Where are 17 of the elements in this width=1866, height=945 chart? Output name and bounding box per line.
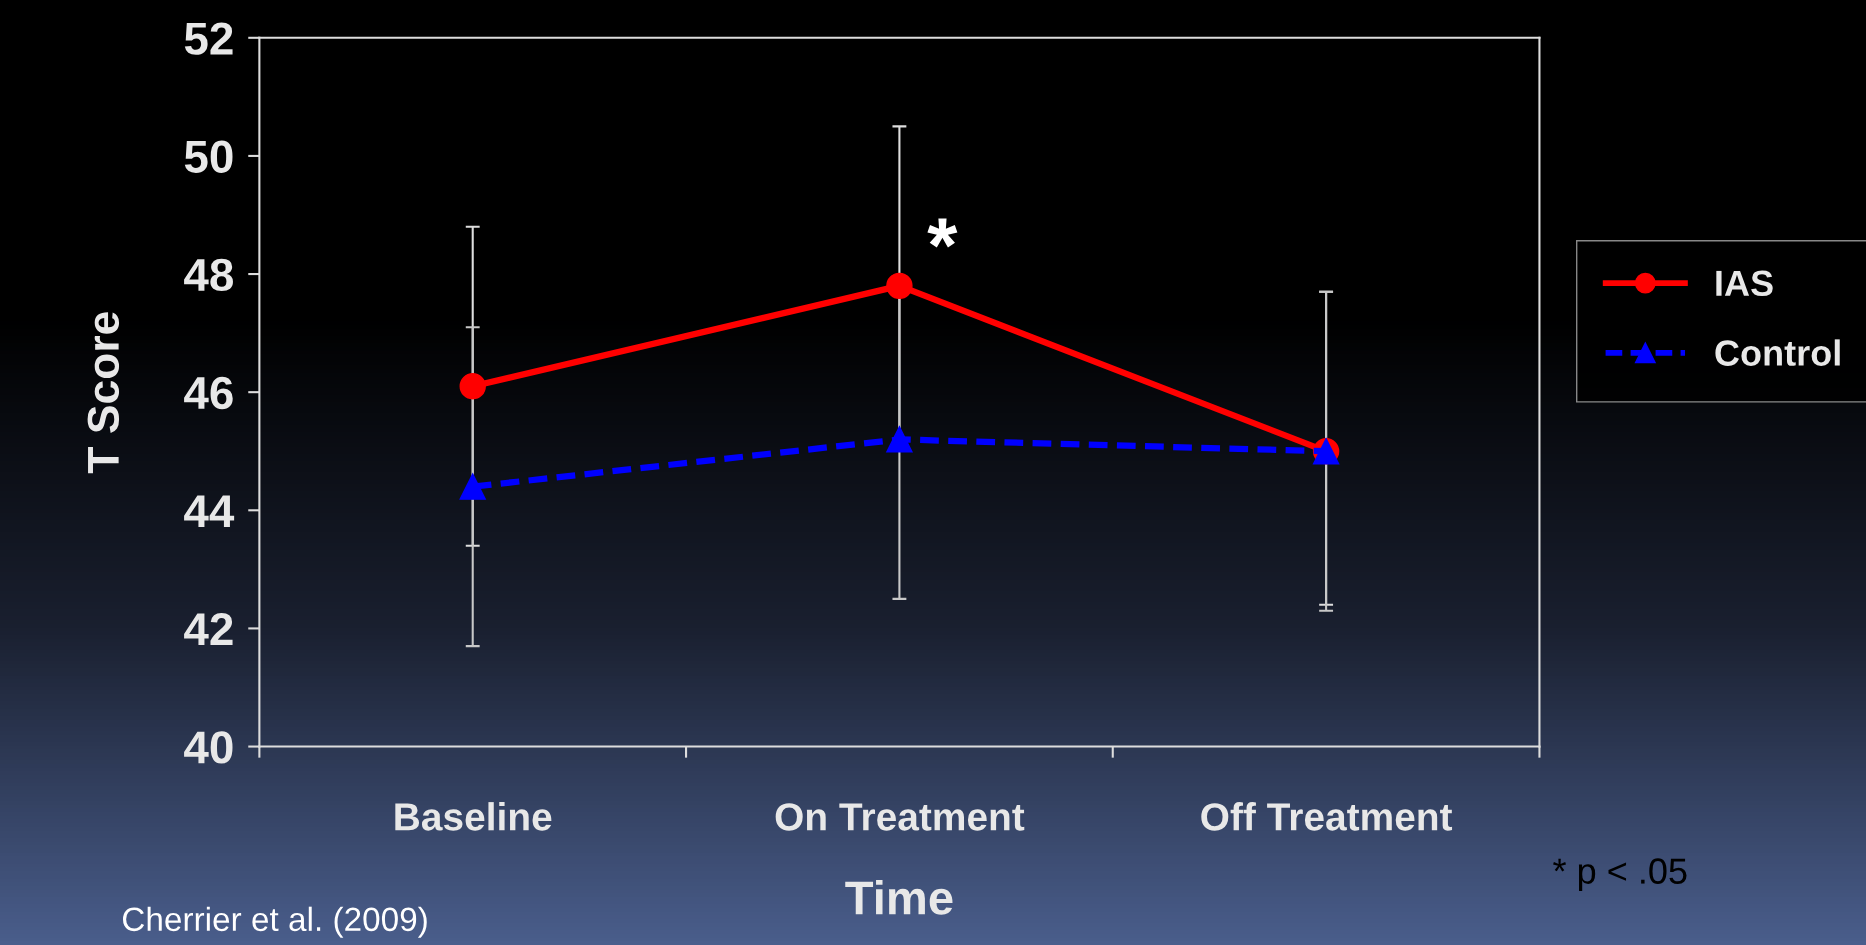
y-tick-label: 44: [184, 495, 235, 527]
x-tick-label: Baseline: [395, 802, 552, 831]
text: Cherrier et al. (2009): [122, 906, 427, 938]
y-tick-label: 50: [184, 140, 233, 173]
legend-label: Control: [1715, 339, 1840, 366]
y-tick-label: 40: [184, 731, 233, 764]
x-tick-label: Off Treatment: [1201, 802, 1453, 831]
x-axis-title: Time: [845, 880, 953, 915]
annotation: *: [927, 218, 958, 248]
text: * p < .05: [1553, 858, 1687, 892]
y-tick-label: 52: [184, 22, 233, 55]
y-tick-label: 46: [184, 376, 233, 410]
y-tick-label: 42: [184, 613, 233, 646]
y-tick-label: 48: [184, 258, 233, 292]
x-tick-label: On Treatment: [775, 803, 1025, 831]
y-axis-title: T Score: [87, 312, 120, 474]
legend-label: IAS: [1716, 270, 1773, 297]
